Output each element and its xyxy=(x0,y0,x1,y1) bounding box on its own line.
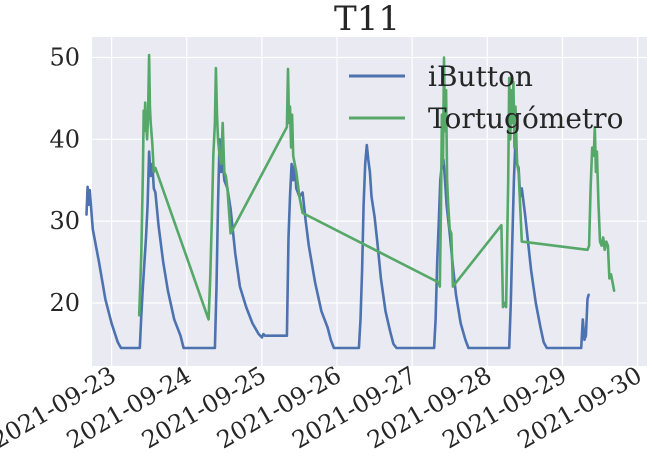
legend: iButton Tortugómetro xyxy=(349,60,623,135)
series-line-ibutton xyxy=(85,138,590,350)
legend-label: iButton xyxy=(428,60,533,93)
series-layer xyxy=(85,53,616,350)
y-tick-label: 50 xyxy=(49,43,80,71)
y-tick-label: 30 xyxy=(49,207,80,235)
chart-title: T11 xyxy=(334,0,400,39)
y-tick-label: 20 xyxy=(49,289,80,317)
series-line-tortugometro xyxy=(137,53,616,321)
plot-area xyxy=(92,37,647,366)
legend-label: Tortugómetro xyxy=(428,102,623,135)
gridlines xyxy=(92,37,647,366)
y-tick-labels: 20 30 40 50 xyxy=(49,43,80,317)
y-tick-label: 40 xyxy=(49,125,80,153)
